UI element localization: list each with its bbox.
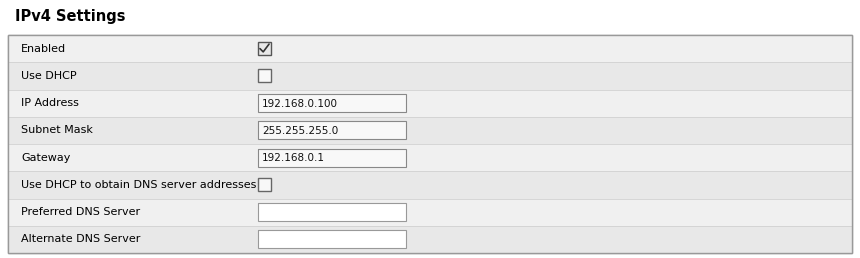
Text: Preferred DNS Server: Preferred DNS Server xyxy=(21,207,140,217)
Bar xyxy=(8,198,852,226)
Text: 255.255.255.0: 255.255.255.0 xyxy=(262,126,338,136)
Bar xyxy=(8,171,852,198)
Bar xyxy=(258,121,406,139)
Bar xyxy=(8,35,852,253)
Bar xyxy=(258,149,406,167)
Text: Alternate DNS Server: Alternate DNS Server xyxy=(21,234,140,244)
Bar xyxy=(258,178,271,191)
Bar xyxy=(258,203,406,221)
Bar xyxy=(8,226,852,253)
Bar xyxy=(258,121,406,124)
Text: Enabled: Enabled xyxy=(21,44,66,54)
Bar xyxy=(258,42,271,55)
Bar xyxy=(8,90,852,117)
Text: Use DHCP to obtain DNS server addresses: Use DHCP to obtain DNS server addresses xyxy=(21,180,256,190)
Text: Gateway: Gateway xyxy=(21,153,71,163)
Bar xyxy=(8,35,852,253)
Text: IP Address: IP Address xyxy=(21,98,79,108)
Bar xyxy=(258,203,406,206)
Bar xyxy=(258,94,406,112)
Bar xyxy=(8,117,852,144)
Bar xyxy=(8,62,852,90)
Bar xyxy=(8,35,852,62)
Bar xyxy=(258,230,406,233)
Bar xyxy=(8,144,852,171)
Bar xyxy=(258,69,271,82)
Bar xyxy=(258,94,406,97)
Text: 192.168.0.1: 192.168.0.1 xyxy=(262,153,325,163)
Text: Subnet Mask: Subnet Mask xyxy=(21,125,93,135)
Text: Use DHCP: Use DHCP xyxy=(21,71,77,81)
Text: IPv4 Settings: IPv4 Settings xyxy=(15,9,126,24)
Bar xyxy=(258,149,406,152)
Text: 192.168.0.100: 192.168.0.100 xyxy=(262,99,338,109)
Bar xyxy=(258,230,406,248)
